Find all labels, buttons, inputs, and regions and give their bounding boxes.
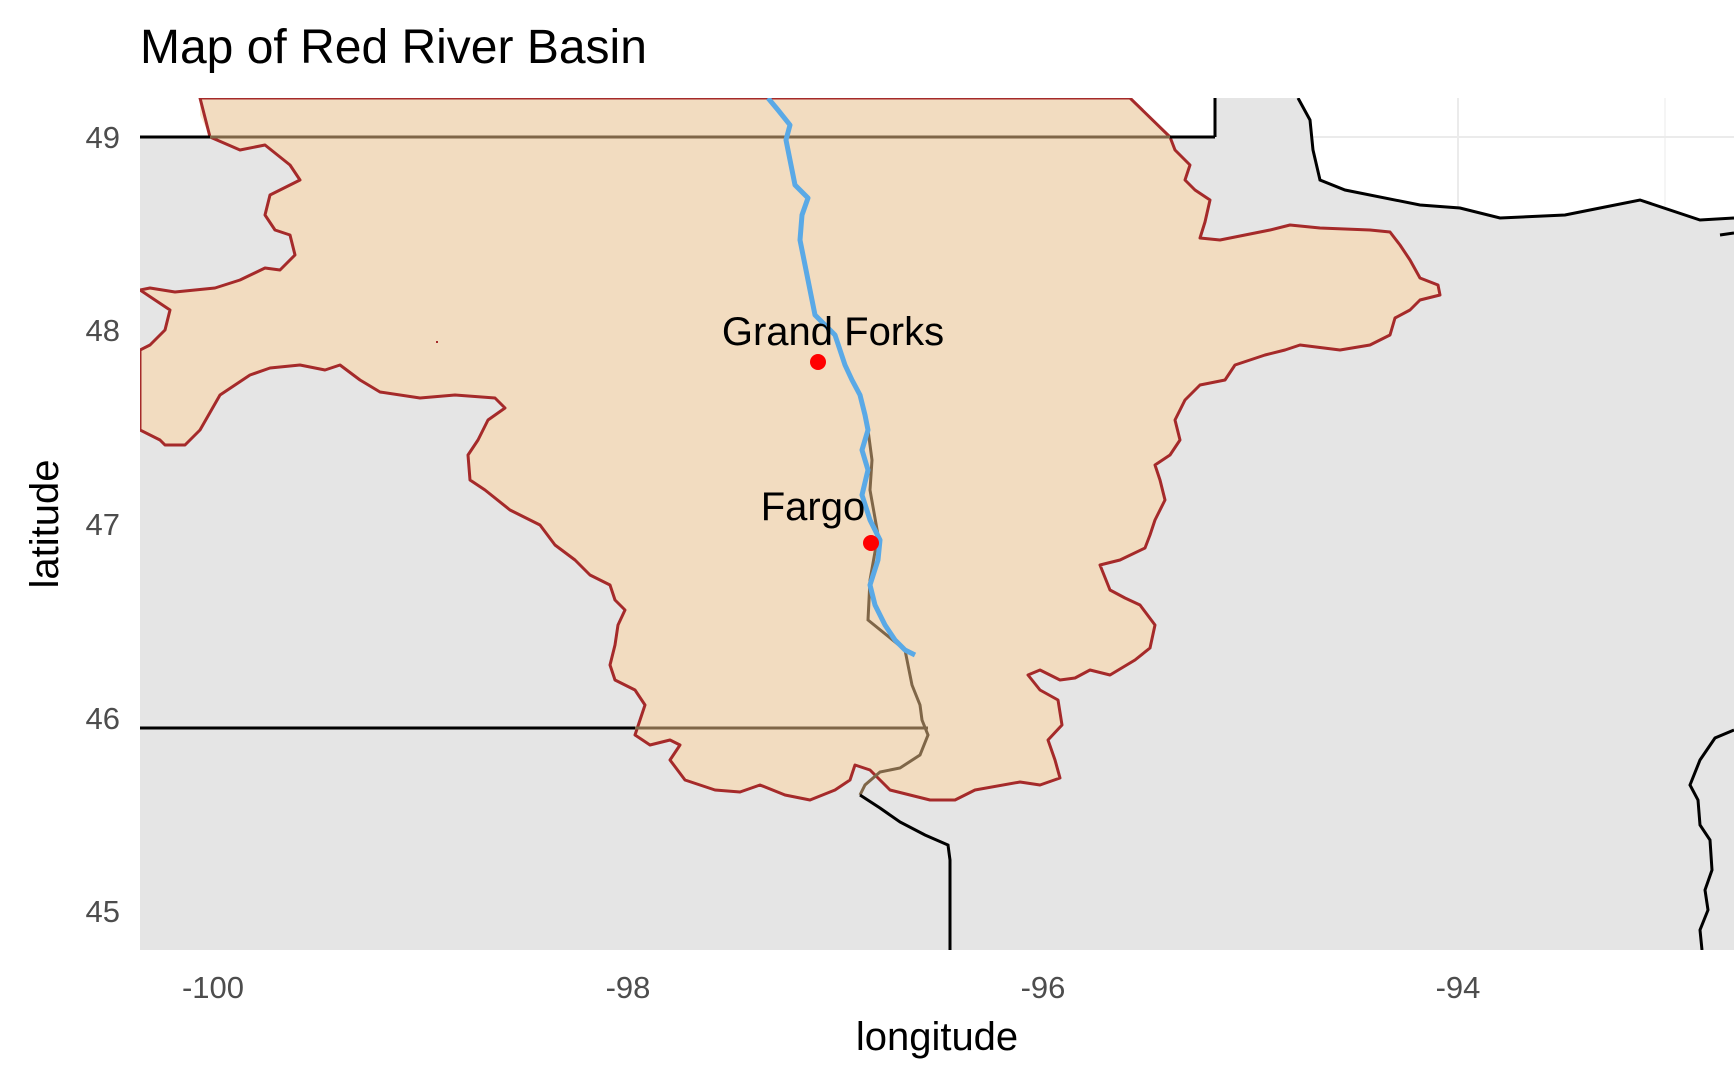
red-river-basin (140, 98, 1442, 802)
red-river (766, 98, 917, 658)
city-label-grand-forks: Grand Forks (722, 310, 944, 354)
x-axis-title: longitude (856, 1015, 1018, 1059)
lake-superior-edge (1719, 231, 1734, 237)
small-basin-artifact (436, 341, 438, 343)
y-tick-label: 46 (86, 701, 120, 736)
mn-wi-border (1688, 728, 1734, 950)
city-markers: Grand Forks Fargo (722, 310, 944, 551)
city-marker-grand-forks (810, 354, 826, 370)
y-axis-ticks: 49 48 47 46 45 (86, 120, 120, 929)
x-axis-ticks: -100 -98 -96 -94 (182, 970, 1480, 1005)
y-axis-title: latitude (23, 460, 67, 589)
y-tick-label: 47 (86, 507, 120, 542)
y-tick-label: 49 (86, 120, 120, 155)
x-tick-label: -94 (1436, 970, 1481, 1005)
y-tick-label: 48 (86, 313, 120, 348)
sd-mn-border (859, 793, 952, 950)
map-title: Map of Red River Basin (140, 21, 647, 74)
x-tick-label: -100 (182, 970, 244, 1005)
y-tick-label: 45 (86, 894, 120, 929)
nd-mn-border (858, 429, 930, 796)
mn-ontario-border (1296, 98, 1734, 222)
city-marker-fargo (863, 535, 879, 551)
x-tick-label: -98 (606, 970, 651, 1005)
city-label-fargo: Fargo (761, 485, 866, 529)
x-tick-label: -96 (1021, 970, 1066, 1005)
map-panel (140, 98, 1734, 950)
